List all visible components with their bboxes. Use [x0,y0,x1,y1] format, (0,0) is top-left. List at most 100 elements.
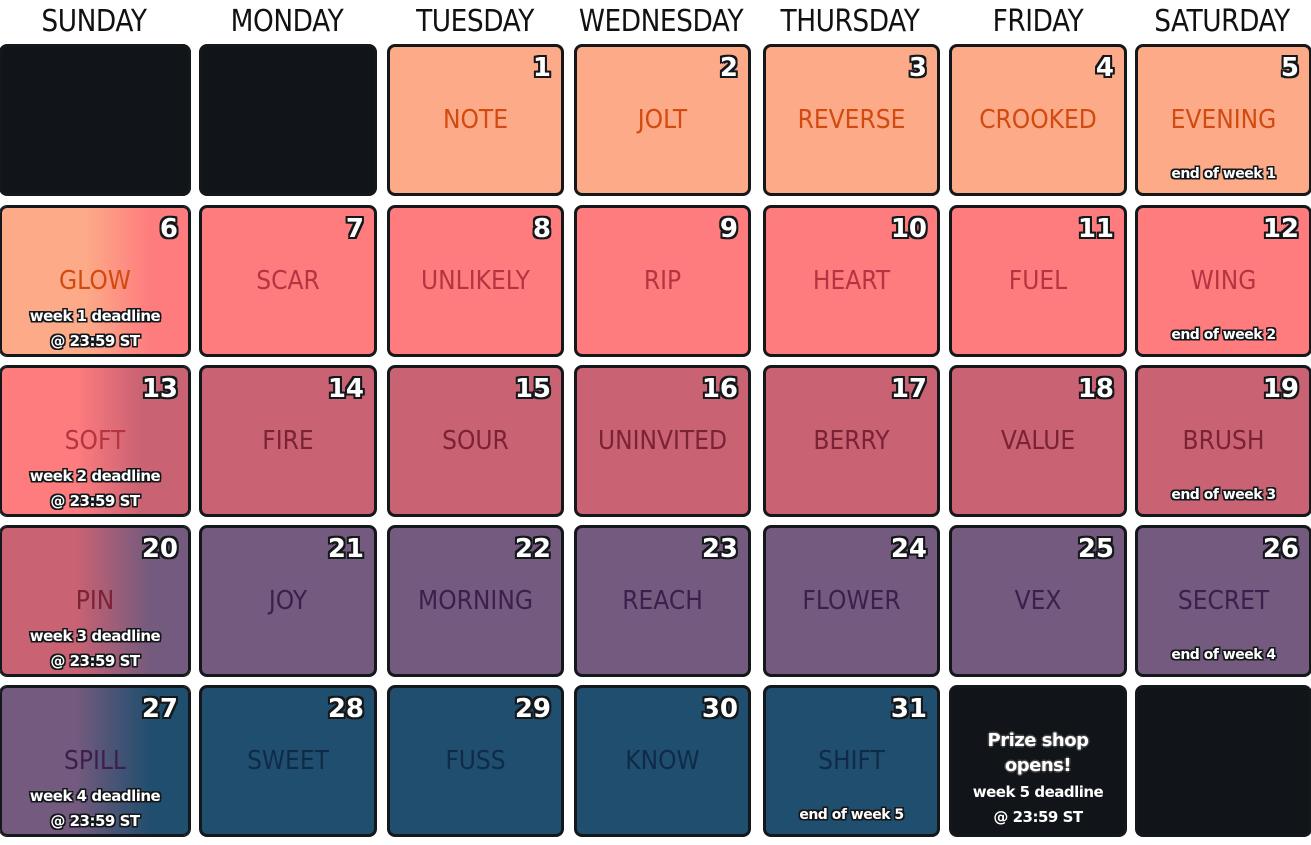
prompt-word: MORNING [418,586,533,616]
day-cell-3[interactable]: 3 REVERSE [764,45,939,195]
day-number: 11 [1077,214,1114,244]
deadline-line: week 1 deadline [29,307,161,325]
prompt-word: NOTE [442,105,508,135]
day-number: 9 [719,214,738,244]
day-number: 17 [890,374,927,404]
prompt-word: REVERSE [797,105,906,135]
day-number: 5 [1280,53,1299,83]
prompt-word: PIN [75,586,115,616]
day-cell-9[interactable]: 9 RIP [575,206,750,356]
prompt-word: VALUE [1000,426,1076,456]
prompt-word: JOLT [637,105,688,135]
day-number: 23 [701,534,738,564]
day-cell-18[interactable]: 18 VALUE [950,366,1126,516]
weekday-header-friday: FRIDAY [992,4,1084,39]
day-number: 28 [327,694,364,724]
prompt-word: KNOW [625,746,700,776]
prompt-word: FUEL [1008,266,1068,296]
day-cell-25[interactable]: 25 VEX [950,526,1126,676]
prompt-word: VEX [1014,586,1062,616]
day-number: 18 [1077,374,1114,404]
weekday-header-saturday: SATURDAY [1154,4,1290,39]
weekday-header-wednesday: WEDNESDAY [578,4,744,39]
day-number: 6 [159,214,178,244]
empty-day-cell[interactable] [200,45,376,195]
day-number: 27 [141,694,178,724]
empty-day-cell[interactable] [1136,686,1311,836]
deadline-note: week 5 deadline @ 23:59 ST [952,780,1124,830]
day-cell-17[interactable]: 17 BERRY [764,366,939,516]
deadline-line: @ 23:59 ST [50,492,140,510]
deadline-note: week 2 deadline @ 23:59 ST [2,464,188,514]
end-of-week-note: end of week 4 [1171,647,1276,663]
day-number: 2 [719,53,738,83]
prompt-word: RIP [643,266,682,296]
day-number: 26 [1262,534,1299,564]
day-cell-6[interactable]: 6 GLOW week 1 deadline @ 23:59 ST [0,206,190,356]
prompt-word: SPILL [64,746,126,776]
weekday-header-sunday: SUNDAY [41,4,147,39]
deadline-note: week 3 deadline @ 23:59 ST [2,624,188,674]
day-number: 14 [327,374,364,404]
day-number: 7 [345,214,364,244]
day-number: 15 [514,374,551,404]
day-cell-30[interactable]: 30 KNOW [575,686,750,836]
day-cell-14[interactable]: 14 FIRE [200,366,376,516]
prompt-word: JOY [268,586,308,616]
deadline-line: week 3 deadline [29,627,161,645]
day-cell-24[interactable]: 24 FLOWER [764,526,939,676]
day-number: 16 [701,374,738,404]
day-cell-4[interactable]: 4 CROOKED [950,45,1126,195]
prompt-word: SOFT [64,426,126,456]
day-number: 29 [514,694,551,724]
weekday-header-monday: MONDAY [230,4,344,39]
day-number: 13 [141,374,178,404]
day-cell-7[interactable]: 7 SCAR [200,206,376,356]
empty-day-cell[interactable]: Prize shop opens! week 5 deadline @ 23:59 … [950,686,1126,836]
day-number: 31 [890,694,927,724]
day-cell-10[interactable]: 10 HEART [764,206,939,356]
deadline-note: week 4 deadline @ 23:59 ST [2,784,188,834]
prompt-word: HEART [812,266,891,296]
day-number: 1 [532,53,551,83]
day-cell-23[interactable]: 23 REACH [575,526,750,676]
day-number: 25 [1077,534,1114,564]
prompt-word: BRUSH [1182,426,1265,456]
prompt-word: GLOW [59,266,131,296]
empty-day-cell[interactable] [0,45,190,195]
day-cell-19[interactable]: 19 BRUSH end of week 3 [1136,366,1311,516]
prompt-word: UNINVITED [597,426,728,456]
deadline-line: week 2 deadline [29,467,161,485]
day-cell-29[interactable]: 29 FUSS [388,686,563,836]
day-cell-8[interactable]: 8 UNLIKELY [388,206,563,356]
day-cell-2[interactable]: 2 JOLT [575,45,750,195]
prompt-word: SHIFT [818,746,885,776]
day-cell-26[interactable]: 26 SECRET end of week 4 [1136,526,1311,676]
day-cell-27[interactable]: 27 SPILL week 4 deadline @ 23:59 ST [0,686,190,836]
prompt-word: SECRET [1177,586,1270,616]
day-cell-11[interactable]: 11 FUEL [950,206,1126,356]
day-cell-5[interactable]: 5 EVENING end of week 1 [1136,45,1311,195]
day-cell-31[interactable]: 31 SHIFT end of week 5 [764,686,939,836]
day-number: 19 [1262,374,1299,404]
day-cell-16[interactable]: 16 UNINVITED [575,366,750,516]
day-cell-12[interactable]: 12 WING end of week 2 [1136,206,1311,356]
day-cell-21[interactable]: 21 JOY [200,526,376,676]
day-number: 30 [701,694,738,724]
deadline-note: week 1 deadline @ 23:59 ST [2,304,188,354]
day-cell-13[interactable]: 13 SOFT week 2 deadline @ 23:59 ST [0,366,190,516]
day-number: 20 [141,534,178,564]
day-number: 24 [890,534,927,564]
deadline-line: week 5 deadline [972,783,1104,801]
day-cell-28[interactable]: 28 SWEET [200,686,376,836]
day-cell-22[interactable]: 22 MORNING [388,526,563,676]
day-cell-1[interactable]: 1 NOTE [388,45,563,195]
weekday-header-row: SUNDAY MONDAY TUESDAY WEDNESDAY THURSDAY FRID… [0,0,1311,44]
end-of-week-note: end of week 5 [799,807,904,823]
prompt-word: BERRY [813,426,890,456]
day-cell-15[interactable]: 15 SOUR [388,366,563,516]
day-cell-20[interactable]: 20 PIN week 3 deadline @ 23:59 ST [0,526,190,676]
prompt-word: FUSS [445,746,506,776]
day-number: 10 [890,214,927,244]
